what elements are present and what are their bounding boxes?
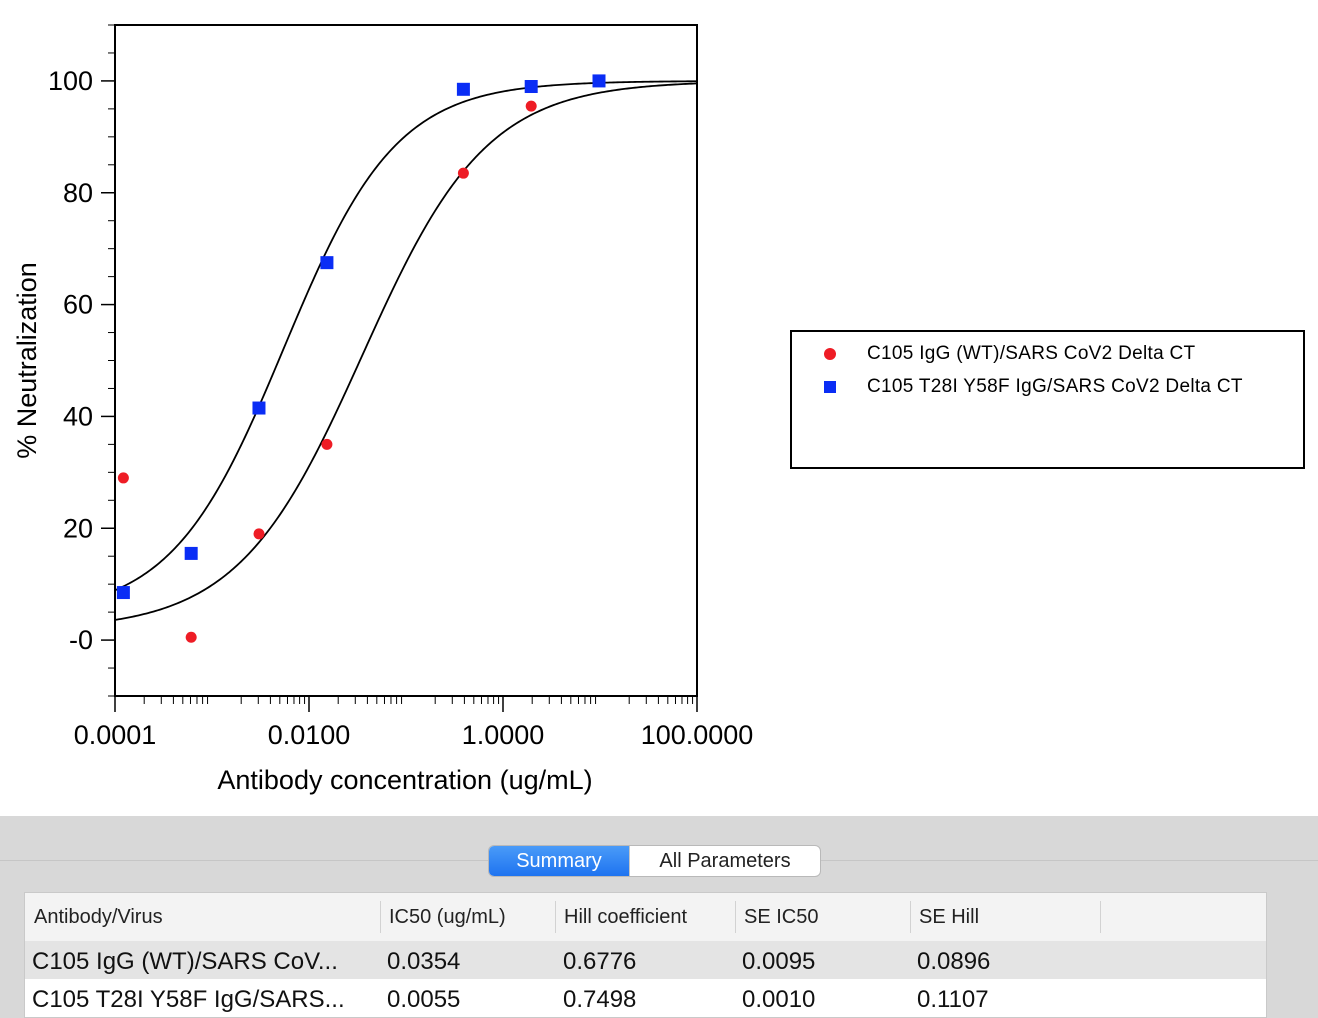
chart-area: -0 20 40 60 80 100 0.0001 0.0100 1.0000 100.0000 A… bbox=[12, 24, 1305, 795]
y-tick-label: 20 bbox=[63, 513, 93, 543]
column-separator[interactable] bbox=[1100, 901, 1101, 933]
column-header-ic50[interactable]: IC50 (ug/mL) bbox=[389, 906, 506, 928]
y-tick-label: 40 bbox=[63, 401, 93, 431]
column-header-se-hill[interactable]: SE Hill bbox=[919, 906, 980, 928]
column-header-se-ic50[interactable]: SE IC50 bbox=[744, 906, 819, 928]
plot-frame bbox=[114, 24, 698, 697]
cell-se-ic50: 0.0010 bbox=[742, 986, 816, 1013]
y-tick-label: 60 bbox=[63, 290, 93, 320]
fit-curve-0 bbox=[115, 82, 697, 621]
cell-se-hill: 0.1107 bbox=[917, 986, 989, 1013]
tab-all-parameters[interactable]: All Parameters bbox=[629, 846, 820, 876]
data-point bbox=[321, 438, 333, 450]
legend-label: C105 T28I Y58F IgG/SARS CoV2 Delta CT bbox=[867, 376, 1243, 397]
table-row[interactable]: C105 IgG (WT)/SARS CoV... 0.0354 0.6776 … bbox=[25, 941, 1266, 979]
x-tick-label: 0.0001 bbox=[74, 720, 157, 750]
x-tick-label: 100.0000 bbox=[641, 720, 754, 750]
y-axis-title: % Neutralization bbox=[12, 262, 42, 459]
legend-label: C105 IgG (WT)/SARS CoV2 Delta CT bbox=[867, 343, 1196, 364]
data-point bbox=[185, 631, 197, 643]
column-header-antibody-virus[interactable]: Antibody/Virus bbox=[34, 906, 163, 928]
y-tick-label: -0 bbox=[69, 625, 93, 655]
cell-ic50: 0.0055 bbox=[387, 986, 461, 1013]
table-row[interactable]: C105 T28I Y58F IgG/SARS... 0.0055 0.7498… bbox=[25, 979, 1266, 1017]
cell-antibody-virus: C105 IgG (WT)/SARS CoV... bbox=[32, 948, 338, 975]
data-point bbox=[524, 80, 538, 94]
column-separator[interactable] bbox=[735, 901, 736, 933]
cell-ic50: 0.0354 bbox=[387, 948, 461, 975]
legend: C105 IgG (WT)/SARS CoV2 Delta CT C105 T2… bbox=[790, 330, 1305, 469]
cell-antibody-virus: C105 T28I Y58F IgG/SARS... bbox=[32, 986, 345, 1013]
dose-response-chart: -0 20 40 60 80 100 0.0001 0.0100 1.0000 100.0000 A… bbox=[12, 24, 754, 795]
data-point bbox=[116, 586, 130, 600]
data-point bbox=[592, 74, 606, 88]
column-separator[interactable] bbox=[380, 901, 381, 933]
red-circle-marker-icon bbox=[824, 348, 836, 360]
data-point bbox=[456, 82, 470, 96]
data-point bbox=[184, 546, 198, 560]
tab-summary[interactable]: Summary bbox=[489, 846, 629, 876]
results-table[interactable]: Antibody/Virus IC50 (ug/mL) Hill coeffic… bbox=[24, 892, 1267, 1018]
data-point bbox=[525, 100, 537, 112]
cell-se-ic50: 0.0095 bbox=[742, 948, 816, 975]
y-tick-label: 80 bbox=[63, 178, 93, 208]
x-tick-label: 1.0000 bbox=[462, 720, 545, 750]
column-separator[interactable] bbox=[910, 901, 911, 933]
cell-hill: 0.7498 bbox=[563, 986, 637, 1013]
table-header: Antibody/Virus IC50 (ug/mL) Hill coeffic… bbox=[25, 893, 1266, 942]
fit-curve-1 bbox=[115, 80, 697, 592]
view-segmented-control: Summary All Parameters bbox=[488, 845, 821, 877]
column-separator[interactable] bbox=[555, 901, 556, 933]
y-tick-label: 100 bbox=[48, 66, 93, 96]
x-tick-label: 0.0100 bbox=[268, 720, 351, 750]
x-axis-title: Antibody concentration (ug/mL) bbox=[217, 765, 592, 795]
data-point bbox=[117, 472, 129, 484]
data-point bbox=[253, 528, 265, 540]
data-point bbox=[457, 167, 469, 179]
blue-square-marker-icon bbox=[824, 381, 836, 393]
data-point bbox=[252, 401, 266, 415]
column-header-hill[interactable]: Hill coefficient bbox=[564, 906, 688, 928]
results-panel: Summary All Parameters Antibody/Virus IC… bbox=[0, 816, 1318, 1018]
cell-hill: 0.6776 bbox=[563, 948, 637, 975]
data-point bbox=[320, 256, 334, 270]
cell-se-hill: 0.0896 bbox=[917, 948, 991, 975]
